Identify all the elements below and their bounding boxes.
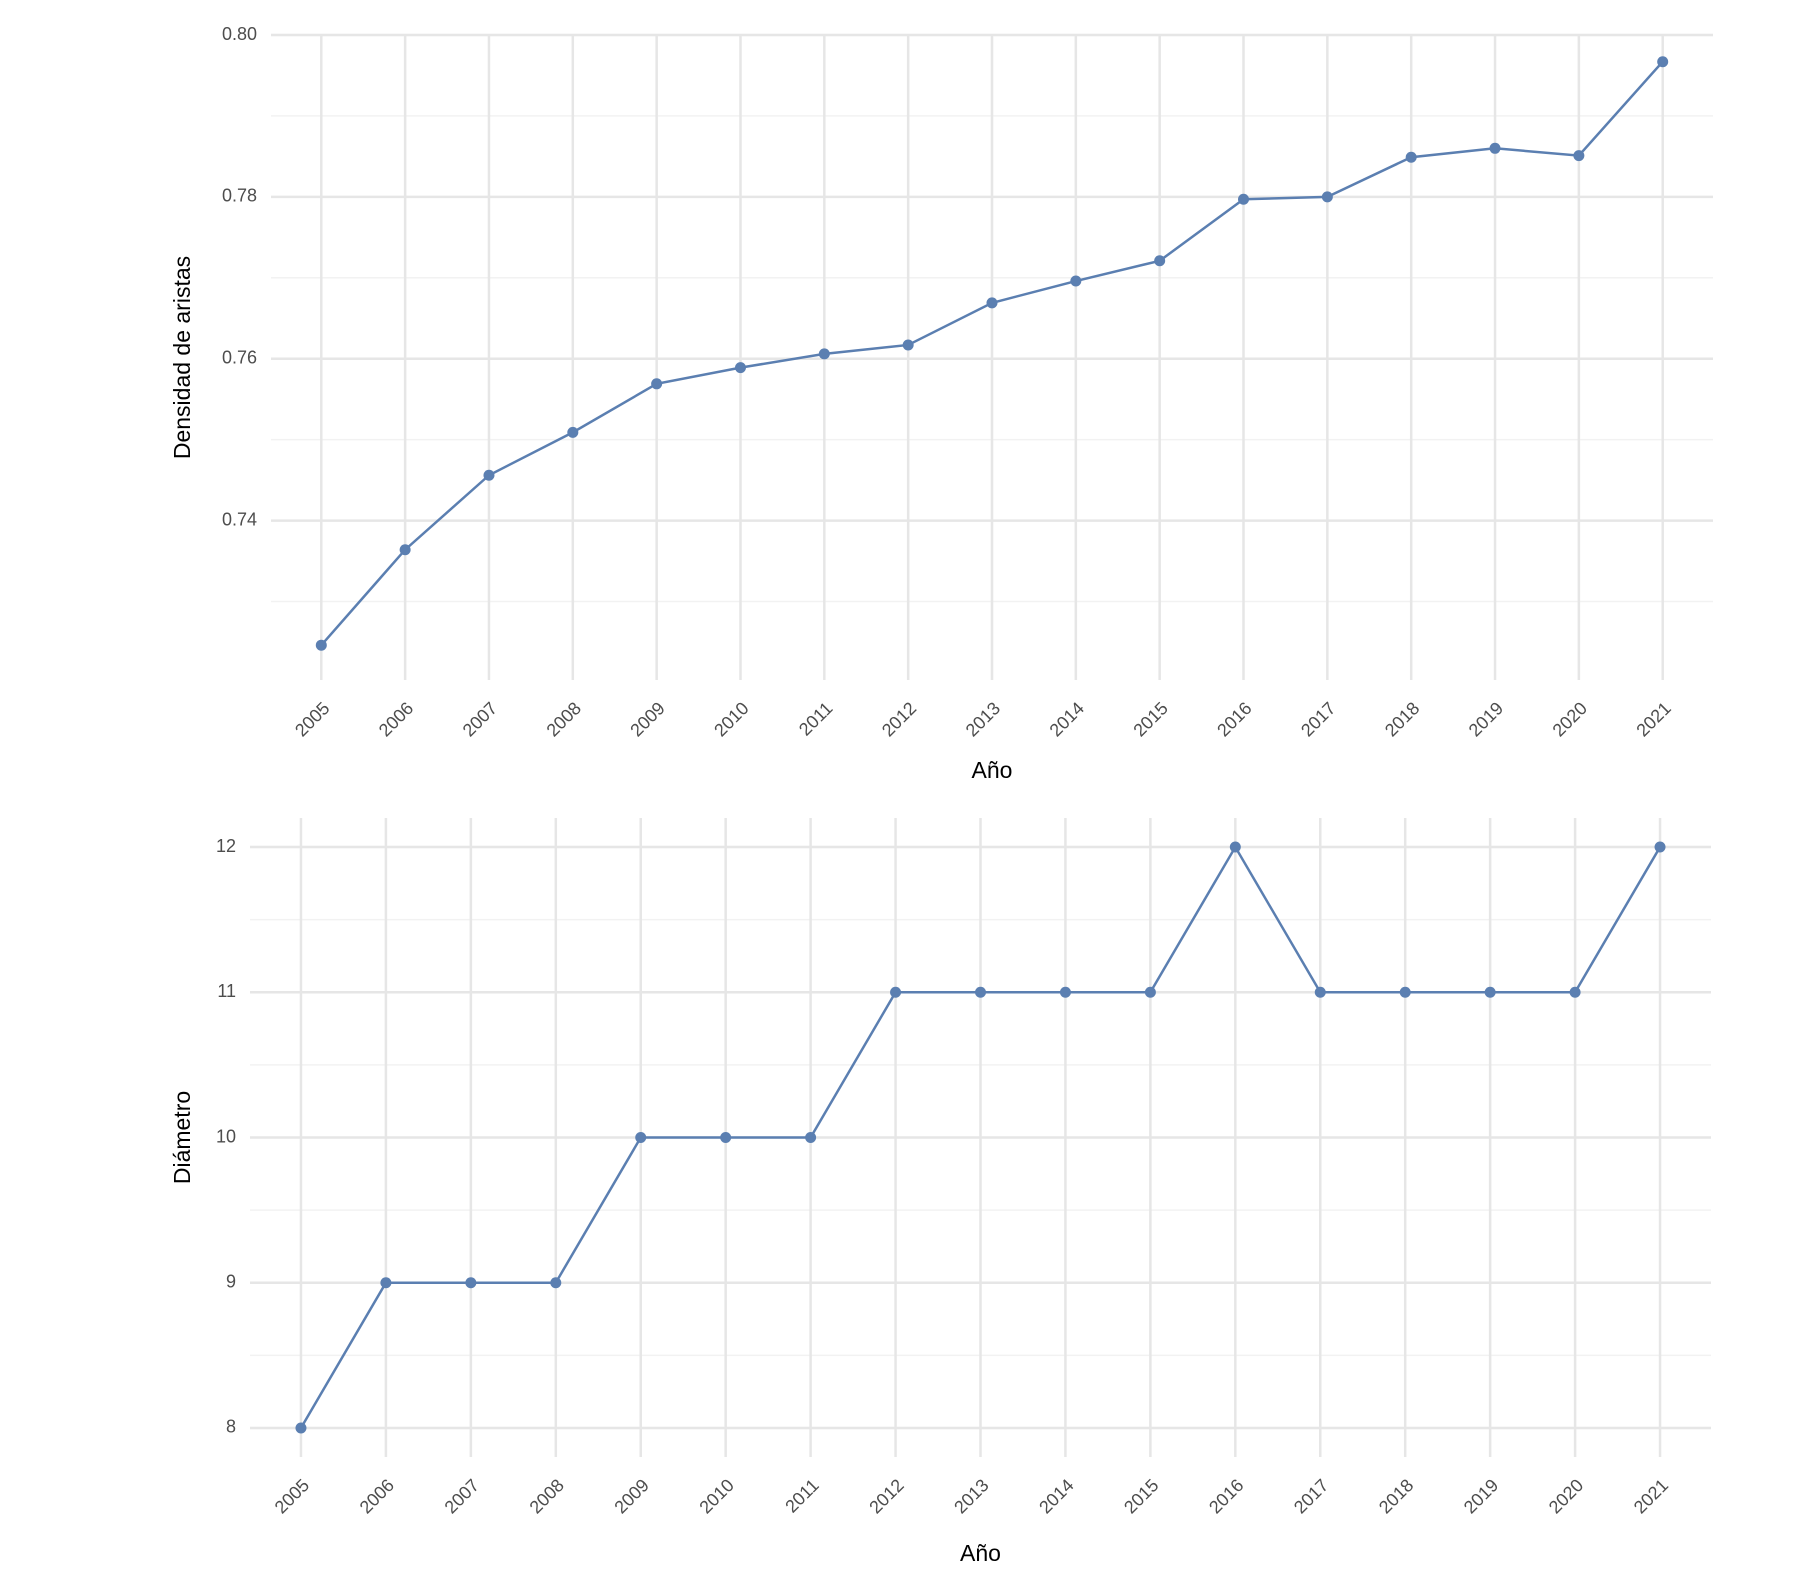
- x-tick-label: 2008: [543, 698, 585, 740]
- y-tick-label: 11: [217, 981, 236, 1001]
- data-point: [1654, 841, 1666, 853]
- y-axis-title: Densidad de aristas: [169, 256, 195, 459]
- x-tick-label: 2020: [1545, 1475, 1587, 1517]
- data-point: [1154, 255, 1166, 267]
- data-point: [483, 469, 495, 481]
- data-point: [1569, 986, 1581, 998]
- x-tick-label: 2017: [1290, 1475, 1332, 1517]
- x-tick-label: 2014: [1046, 698, 1088, 740]
- data-point: [315, 639, 327, 651]
- data-point: [902, 339, 914, 351]
- x-tick-label: 2009: [610, 1475, 652, 1517]
- y-tick-label: 10: [216, 1126, 236, 1146]
- data-point: [635, 1132, 647, 1143]
- x-tick-label: 2016: [1213, 698, 1255, 740]
- x-tick-label: 2012: [878, 698, 920, 740]
- data-point: [1657, 56, 1669, 68]
- x-tick-label: 2017: [1297, 698, 1339, 740]
- y-tick-label: 9: [226, 1271, 236, 1291]
- x-tick-label: 2005: [271, 1475, 313, 1517]
- data-point: [890, 986, 902, 998]
- data-point: [1399, 986, 1411, 998]
- data-point: [975, 986, 986, 998]
- x-tick-label: 2013: [950, 1475, 992, 1517]
- data-point: [651, 378, 663, 390]
- data-point: [1059, 986, 1071, 998]
- x-tick-label: 2012: [865, 1475, 907, 1517]
- x-tick-label: 2006: [356, 1475, 398, 1517]
- x-axis-title: Año: [972, 757, 1013, 783]
- x-tick-label: 2007: [459, 698, 501, 740]
- x-tick-label: 2019: [1460, 1475, 1502, 1517]
- y-tick-label: 12: [216, 836, 236, 856]
- y-tick-label: 0.76: [222, 347, 257, 367]
- y-tick-label: 0.74: [222, 509, 257, 529]
- x-tick-label: 2014: [1035, 1475, 1077, 1517]
- x-tick-label: 2013: [962, 698, 1004, 740]
- x-tick-label: 2009: [626, 698, 668, 740]
- data-point: [465, 1277, 477, 1289]
- data-point: [805, 1132, 817, 1143]
- x-tick-label: 2021: [1630, 1475, 1672, 1517]
- x-tick-label: 2021: [1632, 698, 1674, 740]
- data-point: [567, 426, 579, 438]
- data-point: [1144, 986, 1156, 998]
- data-point: [1405, 151, 1417, 163]
- x-tick-label: 2018: [1381, 698, 1423, 740]
- x-tick-label: 2007: [441, 1475, 483, 1517]
- x-tick-label: 2015: [1129, 698, 1171, 740]
- x-tick-label: 2020: [1549, 698, 1591, 740]
- x-tick-label: 2010: [695, 1475, 737, 1517]
- x-axis-title: Año: [960, 1540, 1001, 1566]
- data-point: [1070, 275, 1082, 287]
- x-tick-label: 2010: [710, 698, 752, 740]
- x-tick-label: 2018: [1375, 1475, 1417, 1517]
- y-tick-label: 0.80: [222, 24, 257, 44]
- data-point: [986, 297, 998, 309]
- data-point: [1314, 986, 1326, 998]
- data-point: [734, 362, 746, 374]
- y-tick-label: 8: [226, 1417, 236, 1437]
- x-tick-label: 2015: [1120, 1475, 1162, 1517]
- x-tick-label: 2019: [1465, 698, 1507, 740]
- data-point: [1489, 142, 1501, 154]
- data-point: [1229, 841, 1241, 853]
- x-tick-label: 2005: [291, 698, 333, 740]
- data-point: [295, 1422, 307, 1434]
- data-point: [399, 544, 411, 556]
- data-point: [1238, 193, 1250, 205]
- data-point: [818, 348, 830, 360]
- data-point: [720, 1132, 732, 1143]
- x-tick-label: 2011: [781, 1475, 823, 1517]
- data-point: [380, 1277, 392, 1289]
- y-tick-label: 0.78: [222, 186, 257, 206]
- x-tick-label: 2011: [795, 698, 837, 740]
- data-point: [1321, 191, 1333, 203]
- data-point: [1573, 150, 1585, 162]
- data-point: [1484, 986, 1496, 998]
- x-tick-label: 2016: [1205, 1475, 1247, 1517]
- x-tick-label: 2006: [375, 698, 417, 740]
- x-tick-label: 2008: [526, 1475, 568, 1517]
- data-point: [550, 1277, 562, 1289]
- y-axis-title: Diámetro: [169, 1091, 195, 1184]
